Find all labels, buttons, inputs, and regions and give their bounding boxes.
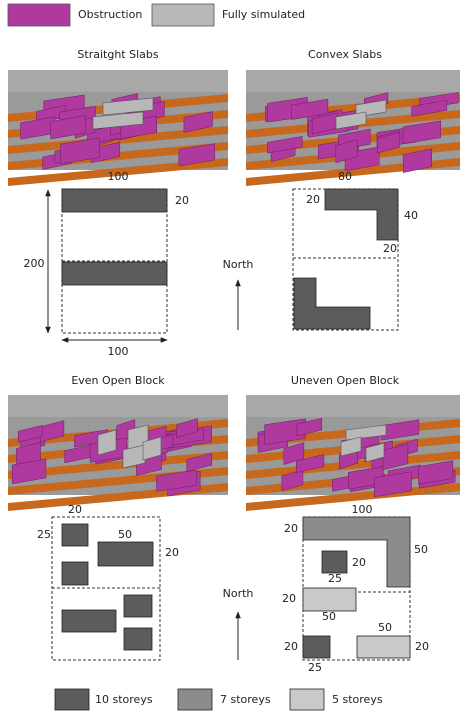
dimension-label: 20 <box>352 556 366 569</box>
obstruction <box>402 148 432 173</box>
obstruction <box>291 98 329 120</box>
dimension-label: 50 <box>378 621 392 634</box>
dimension-label: 40 <box>404 209 418 222</box>
obstruction <box>418 460 454 485</box>
block <box>61 561 89 586</box>
obstruction <box>186 453 212 472</box>
obstruction <box>183 111 213 133</box>
legend-swatch <box>54 688 90 711</box>
render-sky <box>246 70 460 92</box>
block <box>302 587 357 612</box>
render-sky <box>8 395 228 417</box>
render-sky <box>246 395 460 417</box>
block <box>321 550 348 574</box>
panel-title: Uneven Open Block <box>291 374 400 387</box>
block <box>123 627 153 651</box>
dimension-label: 50 <box>118 528 132 541</box>
dimension-label: 100 <box>352 503 373 516</box>
dimension-label: 20 <box>175 194 189 207</box>
render <box>246 395 460 511</box>
dimension-label: 20 <box>284 640 298 653</box>
dimension-label: 50 <box>322 610 336 623</box>
dimension-label: 100 <box>108 170 129 183</box>
north-label: North <box>223 587 254 600</box>
legend-label: 5 storeys <box>332 693 383 706</box>
dimension-label: 20 <box>165 546 179 559</box>
legend-label: Fully simulated <box>222 8 305 21</box>
obstruction <box>377 131 401 154</box>
simulated <box>345 424 387 441</box>
block <box>293 277 371 330</box>
ground <box>8 158 228 186</box>
legend-swatch <box>7 3 71 27</box>
block <box>302 516 411 588</box>
obstruction <box>264 418 306 445</box>
obstruction <box>382 443 409 471</box>
obstruction <box>60 137 100 164</box>
obstruction <box>335 139 358 164</box>
block <box>61 609 117 633</box>
dimension-label: 20 <box>282 592 296 605</box>
obstruction <box>17 425 43 443</box>
render <box>8 70 228 186</box>
dimension-label: 20 <box>383 242 397 255</box>
obstruction <box>295 454 325 473</box>
block <box>61 188 168 213</box>
dimension-label: 25 <box>37 528 51 541</box>
obstruction <box>178 143 216 167</box>
simulated <box>335 111 367 130</box>
north-label: North <box>223 258 254 271</box>
render <box>8 395 228 511</box>
dimension-label: 20 <box>306 193 320 206</box>
dimension-label: 20 <box>68 503 82 516</box>
obstruction <box>281 469 304 492</box>
dimension-label: 20 <box>284 522 298 535</box>
render <box>246 70 460 186</box>
obstruction <box>50 115 86 140</box>
obstruction <box>283 442 305 465</box>
obstruction <box>402 120 441 145</box>
obstruction <box>267 136 303 154</box>
panel-title: Straitght Slabs <box>77 48 158 61</box>
obstruction <box>156 469 197 492</box>
ground <box>8 451 228 479</box>
block <box>302 635 331 659</box>
obstruction <box>411 100 448 117</box>
simulated <box>97 429 117 456</box>
dimension-label: 80 <box>338 170 352 183</box>
legend-swatch <box>151 3 215 27</box>
dimension-label: 50 <box>414 543 428 556</box>
dimension-label: 100 <box>108 345 129 358</box>
panel-title: Convex Slabs <box>308 48 382 61</box>
legend-label: 10 storeys <box>95 693 153 706</box>
simulated <box>102 97 154 116</box>
dimension-label: 200 <box>24 257 45 270</box>
block <box>61 523 89 547</box>
block <box>123 594 153 618</box>
block <box>61 261 168 286</box>
render-sky <box>8 70 228 92</box>
legend-label: Obstruction <box>78 8 142 21</box>
obstruction <box>374 471 412 498</box>
block <box>97 541 154 567</box>
obstruction <box>11 458 47 485</box>
legend-label: 7 storeys <box>220 693 271 706</box>
simulated <box>365 442 385 463</box>
obstruction <box>176 418 198 438</box>
dimension-label: 20 <box>415 640 429 653</box>
block <box>356 635 411 659</box>
panel-title: Even Open Block <box>71 374 165 387</box>
dimension-label: 25 <box>308 661 322 674</box>
dimension-label: 25 <box>328 572 342 585</box>
legend-swatch <box>289 688 325 711</box>
obstruction <box>296 417 323 437</box>
legend-swatch <box>177 688 213 711</box>
simulated <box>92 111 144 130</box>
simulated <box>142 436 162 461</box>
simulated <box>340 436 362 457</box>
block <box>324 188 399 241</box>
simulated <box>122 444 146 469</box>
